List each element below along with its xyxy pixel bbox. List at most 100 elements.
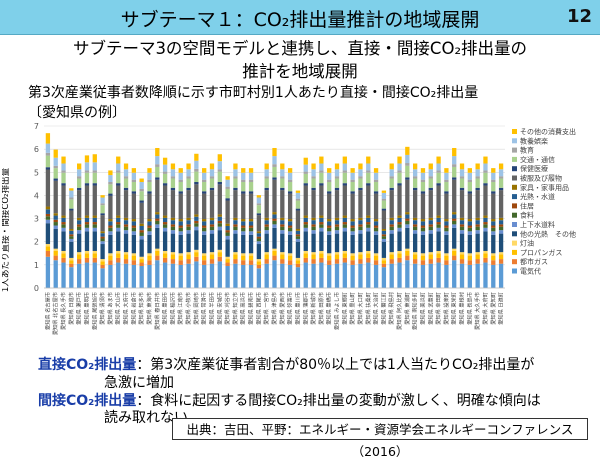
- bar-segment: [327, 221, 332, 226]
- bar-segment: [428, 233, 433, 253]
- bar-segment: [327, 264, 332, 288]
- bar-segment: [436, 224, 441, 228]
- note-direct-label: 直接CO₂排出量: [38, 357, 137, 373]
- bar-segment: [217, 154, 222, 162]
- bar-segment: [241, 191, 246, 194]
- bar-segment: [225, 256, 230, 260]
- legend-label: 保健医療: [520, 164, 548, 173]
- bar-segment: [350, 264, 355, 288]
- bar-segment: [366, 231, 371, 251]
- bar-segment: [420, 172, 426, 180]
- bar-segment: [381, 241, 387, 258]
- bar-segment: [233, 163, 238, 170]
- bar-segment: [295, 230, 301, 235]
- bar-segment: [248, 182, 254, 192]
- bar-segment: [342, 231, 347, 251]
- bar-segment: [53, 250, 58, 256]
- bar-segment: [381, 260, 387, 264]
- bar-segment: [389, 226, 394, 231]
- bar-segment: [319, 224, 324, 228]
- bar-segment: [389, 233, 394, 253]
- bar-segment: [123, 226, 129, 231]
- bar-segment: [123, 178, 129, 188]
- bar-segment: [116, 231, 121, 251]
- bar-segment: [295, 257, 301, 261]
- x-tick-label: 愛知県 長久手市: [59, 292, 67, 330]
- bar-segment: [498, 163, 504, 170]
- bar-segment: [100, 195, 105, 198]
- bar-segment: [241, 227, 246, 232]
- bar-segment: [248, 234, 254, 254]
- bar-segment: [436, 231, 441, 251]
- bar-segment: [264, 233, 269, 253]
- legend-label: 光熱・水道: [520, 192, 555, 201]
- bar-segment: [467, 227, 472, 232]
- bar-segment: [303, 217, 308, 223]
- bar-segment: [217, 256, 222, 262]
- bar-segment: [405, 165, 410, 178]
- bar-segment: [69, 236, 74, 239]
- bar-segment: [170, 176, 176, 179]
- bar-segment: [272, 212, 277, 215]
- bar-segment: [373, 255, 379, 261]
- bar-segment: [428, 226, 433, 231]
- bar-segment: [280, 220, 285, 225]
- bar-segment: [178, 179, 183, 183]
- bar-segment: [53, 228, 58, 249]
- bar-segment: [491, 172, 496, 180]
- bar-segment: [256, 231, 262, 234]
- x-tick-label: 愛知県 長島市: [465, 292, 473, 325]
- bar-segment: [123, 187, 129, 191]
- bar-segment: [467, 231, 472, 235]
- bar-segment: [342, 227, 347, 232]
- chart-subtitle-line-1: 第3次産業従事者数降順に示す市町村別1人あたり直接・間接CO₂排出量: [28, 85, 479, 101]
- bar-segment: [444, 172, 449, 180]
- y-tick-label: 7: [34, 122, 39, 131]
- bar-segment: [327, 219, 332, 222]
- bar-segment: [139, 200, 144, 203]
- bar-segment: [358, 220, 363, 225]
- bar-segment: [162, 231, 168, 251]
- bar-segment: [209, 226, 215, 231]
- bar-segment: [53, 178, 58, 181]
- x-tick-label: 愛知県 名古屋市: [43, 292, 51, 330]
- bar-segment: [389, 178, 394, 188]
- bar-segment: [170, 169, 176, 177]
- x-tick-label: 愛知県 犬山市: [114, 292, 122, 325]
- bar-segment: [155, 166, 160, 178]
- x-tick-label: 愛知県 津島市: [270, 292, 278, 325]
- bar-segment: [139, 259, 144, 263]
- x-tick-label: 愛知県 豊橋市: [325, 292, 333, 325]
- bar-segment: [412, 187, 418, 191]
- bar-segment: [170, 259, 176, 264]
- bar-segment: [92, 154, 97, 163]
- bar-segment: [405, 163, 410, 166]
- bar-segment: [405, 177, 410, 180]
- bar-segment: [45, 209, 51, 214]
- bar-segment: [53, 165, 58, 169]
- bar-segment: [444, 227, 449, 232]
- bar-segment: [358, 187, 363, 191]
- bar-segment: [264, 178, 269, 188]
- bar-segment: [162, 185, 168, 216]
- bar-segment: [202, 231, 207, 235]
- bar-segment: [327, 260, 332, 265]
- bar-segment: [334, 224, 340, 227]
- bar-segment: [319, 163, 324, 171]
- bar-segment: [116, 257, 121, 263]
- bar-segment: [483, 185, 488, 216]
- bar-segment: [295, 236, 301, 239]
- note-direct-text-1: ：第3次産業従事者割合が80％以上では1人当たりCO₂排出量が: [136, 357, 535, 373]
- bar-segment: [202, 191, 207, 194]
- bar-segment: [459, 187, 465, 191]
- bar-segment: [77, 190, 82, 218]
- bar-segment: [256, 241, 262, 245]
- x-tick-label: 愛知県 日進市: [67, 292, 75, 325]
- bar-segment: [233, 220, 238, 225]
- bar-segment: [272, 214, 277, 219]
- bar-segment: [170, 217, 176, 221]
- bar-segment: [139, 232, 144, 236]
- bar-segment: [459, 176, 465, 179]
- bar-segment: [467, 193, 472, 220]
- bar-segment: [412, 163, 418, 170]
